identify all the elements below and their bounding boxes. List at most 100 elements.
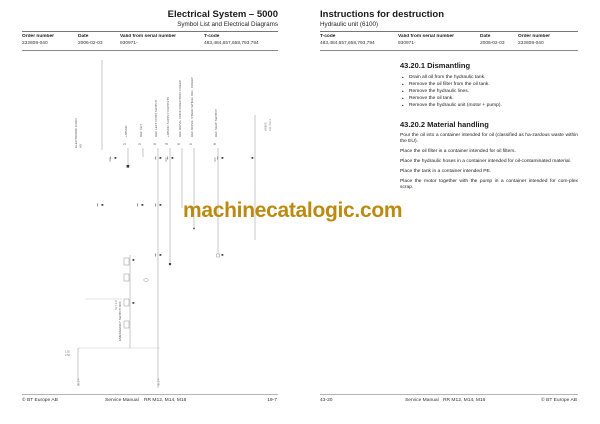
list-item-text: Remove the oil tank. — [409, 95, 454, 101]
footer-models: RR M12, M14, M16 — [144, 398, 187, 403]
right-page-footer: 43-20 Service Manual RR M12, M14, M16 © … — [320, 394, 578, 406]
bullet-icon: • — [402, 88, 404, 94]
terminal — [126, 165, 130, 168]
sheet-ref: Sh.1-4 — [78, 378, 81, 386]
meta-col-date: Date 2006-02-03 — [78, 34, 120, 47]
meta-value: 930971- — [120, 40, 138, 46]
footer-page-number: 19-7 — [267, 398, 277, 403]
meta-value: 483,484,657,658,793,794 — [204, 40, 259, 46]
list-item: • Remove the oil filter from the oil tan… — [402, 81, 578, 88]
component-box — [123, 273, 130, 282]
meta-value: 2006-02-03 — [78, 40, 103, 46]
meta-col-tcode: T-code 483,484,657,658,793,794 — [204, 34, 278, 47]
bullet-icon: • — [402, 74, 404, 80]
signal-label: +48VDC SUPPLY OUTPUTS — [166, 97, 170, 137]
node-mark — [132, 259, 135, 261]
pin-number: 21 — [123, 142, 126, 146]
meta-value: 232809-040 — [518, 40, 544, 46]
wire-spec-2: 2.50 — [65, 354, 70, 357]
list-item-text: Remove the oil filter from the oil tank. — [409, 81, 490, 87]
list-item: • Remove the oil tank. — [402, 95, 578, 102]
junction-dot — [193, 227, 195, 230]
meta-label: Valid from serial number — [120, 33, 176, 39]
switch-symbol — [143, 278, 149, 282]
meta-label: Order number — [22, 33, 54, 39]
page-subtitle: Symbol List and Electrical Diagrams — [177, 21, 278, 28]
bullet-icon: • — [402, 95, 404, 101]
section-heading-dismantling: 43.20.1 Dismantling — [400, 60, 471, 70]
pin-number: 31 — [138, 142, 141, 146]
list-item-text: Drain all oil from the hydraulic tank. — [409, 74, 486, 80]
pin-number: 55 — [165, 142, 168, 146]
footer-page-number: 43-20 — [320, 398, 333, 403]
component-box — [123, 298, 130, 307]
meta-col-serial: Valid from serial number 930971- — [398, 34, 480, 47]
connector-label-2: 211, Pos 4 — [269, 119, 272, 131]
paragraph: Place the tank in a container intended P… — [400, 168, 492, 174]
terminal — [216, 253, 220, 258]
terminal-ref: X09 — [165, 157, 168, 162]
right-page: Instructions for destruction Hydraulic u… — [320, 10, 578, 414]
terminal-ref: X09 — [214, 157, 217, 162]
meta-table: Order number 232809-040 Date 2006-02-03 … — [22, 31, 278, 51]
meta-value: 930971- — [398, 40, 416, 46]
meta-value: 232809-040 — [22, 40, 48, 46]
pin-number: 41 — [189, 142, 192, 146]
pin-number: 43 — [153, 142, 156, 146]
footer-copyright: © BT Europe AB — [541, 398, 577, 403]
paragraph: Place the motor together with the pump i… — [400, 178, 578, 190]
signal-label: REF SEAT SWITCH — [214, 109, 218, 137]
meta-table: T-code 483,484,657,658,793,794 Valid fro… — [320, 31, 578, 51]
meta-label: Order number — [518, 33, 550, 39]
terminal — [168, 263, 172, 266]
pin-number: 42 — [177, 142, 180, 146]
meta-col-tcode: T-code 483,484,657,658,793,794 — [320, 34, 398, 47]
watermark: machinecatalogic.com — [183, 199, 403, 222]
meta-label: Valid from serial number — [398, 33, 454, 39]
component-box — [123, 257, 130, 266]
footer-doc-type: Service Manual — [405, 398, 439, 403]
key-switch-label: KEY S17 — [115, 299, 118, 310]
meta-label: T-code — [204, 33, 220, 39]
meta-value: 2006-02-03 — [480, 40, 505, 46]
right-page-header: Instructions for destruction Hydraulic u… — [320, 9, 578, 29]
meta-col-serial: Valid from serial number 930971- — [120, 34, 204, 47]
page-title: Instructions for destruction — [320, 9, 445, 20]
component-box — [123, 320, 130, 329]
meta-value: 483,484,657,658,793,794 — [320, 40, 375, 46]
connector-label: (X6603) — [265, 122, 268, 131]
meta-label: Date — [480, 33, 491, 39]
signal-label: REF DRIVE, STEER WHEEL DIR., CREEP — [190, 77, 194, 137]
meta-col-date: Date 2006-02-03 — [480, 34, 518, 47]
footer-doc-type: Service Manual — [105, 398, 139, 403]
card-label-2: A5 — [79, 144, 83, 148]
list-item-text: Remove the hydraulic unit (motor + pump)… — [409, 102, 502, 108]
list-item: • Remove the hydraulic lines. — [402, 88, 578, 95]
left-page-footer: © BT Europe AB Service Manual RR M12, M1… — [22, 394, 278, 406]
tag-marks — [97, 156, 219, 257]
list-item: • Drain all oil from the hydraulic tank. — [402, 74, 578, 81]
right-page-body: 43.20.1 Dismantling • Drain all oil from… — [400, 61, 578, 192]
meta-col-order-number: Order number 232809-040 — [22, 34, 78, 47]
node-mark — [132, 302, 135, 304]
node-marks — [101, 157, 254, 256]
paragraph: Pour the oil into a container intended f… — [400, 132, 578, 144]
signal-label: REF DRIVE, FORK DIRECTION, CREEP — [178, 80, 182, 137]
section-heading-material-handling: 43.20.2 Material handling — [400, 119, 489, 129]
pin-number: 40 — [213, 142, 216, 146]
left-page-header: Electrical System – 5000 Symbol List and… — [22, 9, 278, 29]
emergency-switch-label: EMERGENCY SWITCH OFF — [118, 301, 122, 341]
meta-col-order-number: Order number 232809-040 — [518, 34, 578, 47]
list-item: • Remove the hydraulic unit (motor + pum… — [402, 102, 578, 109]
meta-label: T-code — [320, 33, 336, 39]
left-page: Electrical System – 5000 Symbol List and… — [22, 10, 278, 414]
bullet-icon: • — [402, 102, 404, 108]
paragraph-group: Pour the oil into a container intended f… — [400, 133, 578, 192]
bullet-list: • Drain all oil from the hydraulic tank.… — [402, 74, 578, 109]
list-item-text: Remove the hydraulic lines. — [409, 88, 470, 94]
signal-label: REF KEY — [139, 124, 143, 137]
paragraph: Place the hydraulic hoses in a container… — [400, 158, 571, 164]
page-title: Electrical System – 5000 — [167, 9, 278, 20]
meta-label: Date — [78, 33, 89, 39]
signal-label: REF LEFT FOOT SWITCH — [154, 100, 158, 137]
